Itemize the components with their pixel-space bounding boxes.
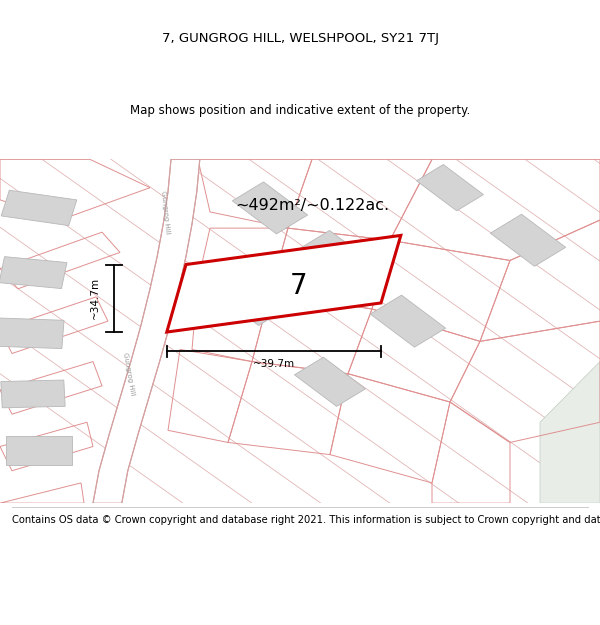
Text: ~34.7m: ~34.7m bbox=[90, 278, 100, 319]
Polygon shape bbox=[217, 276, 287, 326]
Polygon shape bbox=[0, 318, 64, 349]
Polygon shape bbox=[1, 190, 77, 226]
Polygon shape bbox=[490, 214, 566, 266]
Text: Map shows position and indicative extent of the property.: Map shows position and indicative extent… bbox=[130, 104, 470, 117]
Polygon shape bbox=[370, 295, 446, 347]
Polygon shape bbox=[167, 236, 401, 332]
Polygon shape bbox=[295, 357, 365, 406]
Polygon shape bbox=[1, 380, 65, 408]
Polygon shape bbox=[232, 182, 308, 234]
Polygon shape bbox=[6, 436, 72, 465]
Text: ~39.7m: ~39.7m bbox=[253, 359, 295, 369]
Polygon shape bbox=[298, 231, 374, 282]
Polygon shape bbox=[93, 159, 200, 503]
Text: 7, GUNGROG HILL, WELSHPOOL, SY21 7TJ: 7, GUNGROG HILL, WELSHPOOL, SY21 7TJ bbox=[161, 32, 439, 45]
Text: Contains OS data © Crown copyright and database right 2021. This information is : Contains OS data © Crown copyright and d… bbox=[12, 515, 600, 525]
Text: 7: 7 bbox=[290, 272, 307, 300]
Text: Gungrog Hill: Gungrog Hill bbox=[160, 190, 170, 234]
Polygon shape bbox=[416, 164, 484, 211]
Polygon shape bbox=[540, 362, 600, 503]
Polygon shape bbox=[0, 257, 67, 289]
Text: ~492m²/~0.122ac.: ~492m²/~0.122ac. bbox=[235, 198, 389, 213]
Text: Gungrog Hill: Gungrog Hill bbox=[122, 352, 136, 396]
